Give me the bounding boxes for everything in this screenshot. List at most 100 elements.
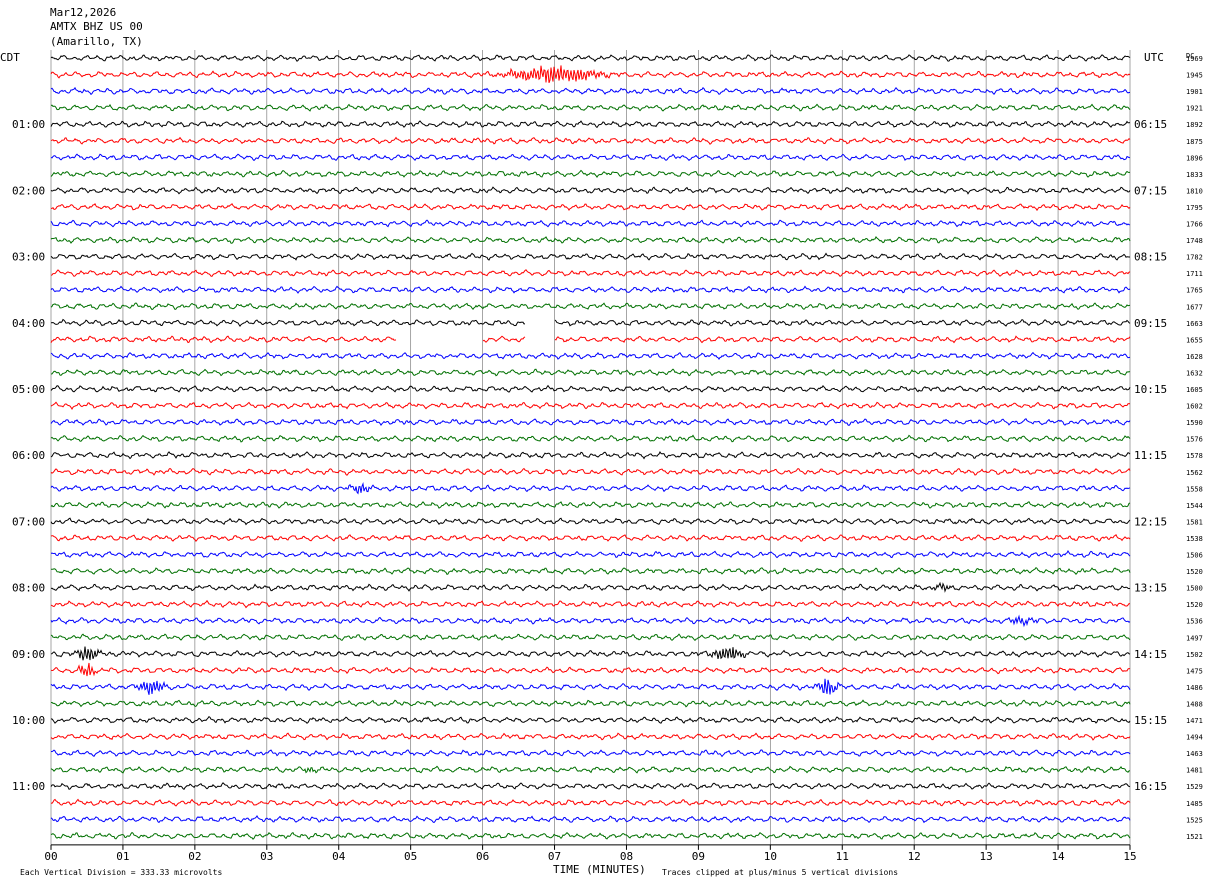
trace-row-5	[50, 136, 1131, 145]
dc-offset-label: 1677	[1186, 303, 1203, 311]
dc-offset-labels: 1969 1945 1901 1921 1892 1875 1896 1833 1810 1795…	[1186, 55, 1203, 841]
dc-offset-label: 1485	[1186, 800, 1203, 808]
dc-offset-label: 1605	[1186, 386, 1203, 394]
right-hour-label: 11:15	[1134, 449, 1167, 462]
trace-row-44	[50, 782, 1131, 791]
plot-station: AMTX BHZ US 00	[50, 20, 143, 33]
left-hour-label: 09:00	[12, 648, 45, 661]
dc-offset-label: 1486	[1186, 684, 1203, 692]
dc-offset-label: 1471	[1186, 717, 1203, 725]
trace-row-30	[50, 549, 1131, 559]
dc-offset-label: 1628	[1186, 353, 1203, 361]
dc-offset-label: 1506	[1186, 552, 1203, 560]
x-tick-label: 02	[188, 850, 201, 863]
x-axis-ticks: 00 01 02 03 04 05 06 07 08 09 10 11 12 13 14 15	[44, 844, 1137, 863]
trace-row-6	[50, 153, 1131, 162]
right-timezone-label: UTC	[1144, 51, 1164, 64]
left-timezone-label: CDT	[0, 51, 20, 64]
trace-row-38	[50, 678, 1131, 695]
trace-row-7	[50, 169, 1131, 178]
dc-offset-label: 1481	[1186, 767, 1203, 775]
trace-row-33	[50, 599, 1131, 609]
trace-row-19	[50, 368, 1131, 377]
trace-row-46	[50, 814, 1131, 824]
trace-row-15	[50, 302, 1131, 311]
dc-offset-label: 1896	[1186, 154, 1203, 162]
dc-offset-label: 1655	[1186, 336, 1203, 344]
x-tick-label: 12	[908, 850, 921, 863]
plot-location: (Amarillo, TX)	[50, 35, 143, 48]
trace-row-3	[50, 103, 1131, 112]
dc-offset-label: 1529	[1186, 783, 1203, 791]
dc-offset-label: 1581	[1186, 518, 1203, 526]
dc-offset-label: 1590	[1186, 419, 1203, 427]
trace-row-23	[50, 434, 1131, 443]
left-hour-label: 03:00	[12, 251, 45, 264]
left-hour-label: 02:00	[12, 184, 45, 197]
trace-row-41	[50, 732, 1131, 741]
dc-offset-label: 1833	[1186, 171, 1203, 179]
dc-offset-label: 1558	[1186, 485, 1203, 493]
x-tick-label: 05	[404, 850, 417, 863]
left-hour-label: 07:00	[12, 515, 45, 528]
trace-row-28	[50, 517, 1131, 526]
dc-offset-label: 1632	[1186, 369, 1203, 377]
dc-offset-label: 1576	[1186, 436, 1203, 444]
trace-row-21	[50, 401, 1131, 410]
scale-note: Each Vertical Division = 333.33 microvol…	[20, 868, 222, 877]
x-tick-label: 13	[980, 850, 993, 863]
dc-offset-label: 1875	[1186, 138, 1203, 146]
trace-row-29	[50, 534, 1131, 543]
trace-row-42	[50, 749, 1131, 758]
dc-offset-label: 1782	[1186, 254, 1203, 262]
trace-row-14	[50, 285, 1131, 294]
trace-row-45	[50, 798, 1131, 808]
x-tick-label: 01	[116, 850, 129, 863]
dc-offset-label: 1810	[1186, 187, 1203, 195]
x-tick-label: 00	[44, 850, 57, 863]
x-tick-label: 03	[260, 850, 273, 863]
dc-offset-label: 1525	[1186, 816, 1203, 824]
trace-row-9	[51, 203, 1131, 212]
dc-column-label: DC	[1186, 52, 1194, 60]
dc-offset-label: 1921	[1186, 105, 1203, 113]
right-hour-label: 07:15	[1134, 184, 1167, 197]
trace-row-31	[50, 567, 1131, 576]
left-hour-label: 01:00	[12, 118, 45, 131]
x-tick-label: 15	[1123, 850, 1136, 863]
dc-offset-label: 1901	[1186, 88, 1203, 96]
left-hour-labels: 01:00 02:00 03:00 04:00 05:00 06:00 07:00 08:00…	[12, 118, 45, 793]
left-hour-label: 04:00	[12, 317, 45, 330]
right-hour-label: 08:15	[1134, 251, 1167, 264]
right-hour-label: 13:15	[1134, 582, 1167, 595]
dc-offset-label: 1969	[1186, 55, 1203, 63]
dc-offset-label: 1892	[1186, 121, 1203, 129]
x-tick-label: 14	[1051, 850, 1065, 863]
dc-offset-label: 1475	[1186, 667, 1203, 675]
trace-row-11	[50, 235, 1131, 244]
trace-row-10	[50, 219, 1131, 228]
right-hour-labels: 06:15 07:15 08:15 09:15 10:15 11:15 12:15 13:15…	[1134, 118, 1167, 793]
dc-offset-label: 1544	[1186, 502, 1203, 510]
dc-offset-label: 1521	[1186, 833, 1203, 841]
trace-row-20	[50, 384, 1131, 393]
x-tick-label: 06	[476, 850, 489, 863]
clip-note: Traces clipped at plus/minus 5 vertical …	[662, 868, 898, 877]
trace-row-39	[50, 699, 1131, 708]
trace-row-18	[50, 351, 1131, 361]
trace-row-35	[50, 633, 1131, 642]
dc-offset-label: 1497	[1186, 634, 1203, 642]
x-tick-label: 08	[620, 850, 633, 863]
dc-offset-label: 1536	[1186, 618, 1203, 626]
right-hour-label: 10:15	[1134, 383, 1167, 396]
trace-row-8	[50, 186, 1131, 195]
x-axis-title: TIME (MINUTES)	[553, 863, 646, 876]
left-hour-label: 11:00	[12, 780, 45, 793]
trace-row-26	[50, 482, 1131, 495]
right-hour-label: 12:15	[1134, 515, 1167, 528]
dc-offset-label: 1602	[1186, 403, 1203, 411]
x-tick-label: 04	[332, 850, 346, 863]
trace-row-47	[50, 831, 1131, 840]
trace-row-32	[50, 581, 1131, 593]
trace-row-25	[50, 467, 1131, 476]
